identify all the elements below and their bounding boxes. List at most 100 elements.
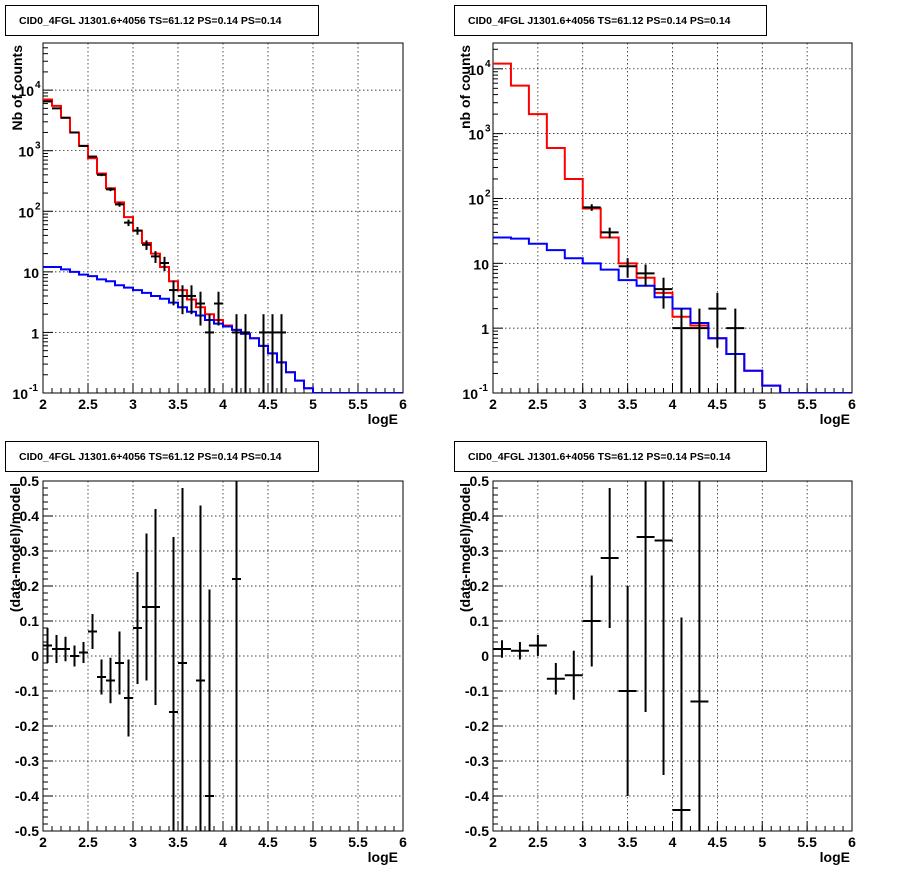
data-point (169, 537, 178, 831)
data-point (672, 617, 691, 831)
series-layer (493, 481, 709, 831)
data-point (618, 586, 637, 796)
data-point (600, 227, 619, 239)
data-point (61, 636, 70, 662)
data-point (187, 285, 196, 315)
x-tick-label: 3.5 (618, 396, 638, 412)
data-point (52, 635, 61, 663)
data-point (79, 642, 88, 663)
data-point (79, 144, 88, 147)
data-point (124, 219, 133, 227)
data-point (88, 614, 97, 649)
data-point (169, 280, 178, 306)
data-point (43, 628, 52, 663)
y-tick-label: 0.3 (20, 543, 40, 559)
y-tick-label: 0.3 (470, 543, 490, 559)
y-tick-exponent: 4 (35, 80, 41, 91)
data-point (133, 227, 142, 235)
data-point (672, 308, 691, 393)
y-tick-exponent: 2 (35, 201, 41, 212)
x-tick-label: 3 (129, 834, 137, 850)
data-point (277, 314, 286, 393)
plot-frame (42, 42, 404, 394)
x-axis-label: logE (820, 849, 850, 865)
y-tick-label: 10 (12, 386, 28, 402)
x-tick-label: 5.5 (797, 396, 817, 412)
data-point (106, 657, 115, 704)
data-point (582, 575, 601, 667)
y-axis-label: (data-model)/model (7, 483, 23, 612)
x-tick-label: 5 (309, 834, 317, 850)
x-tick-label: 2.5 (78, 396, 98, 412)
x-tick-label: 3 (579, 396, 587, 412)
data-point (493, 640, 511, 658)
x-axis-label: logE (820, 411, 850, 427)
y-axis-label: Nb of counts (9, 45, 25, 131)
data-point (582, 204, 601, 211)
data-point (61, 116, 70, 119)
x-tick-label: 2 (39, 834, 47, 850)
data-point (70, 645, 79, 667)
y-tick-exponent: -1 (29, 383, 38, 394)
data-point (726, 308, 745, 393)
data-point (160, 256, 169, 272)
data-point (115, 202, 124, 207)
y-tick-label: 0.2 (470, 578, 490, 594)
y-tick-label: 0 (481, 648, 489, 664)
title-box (454, 5, 767, 36)
y-tick-label: -0.3 (15, 753, 39, 769)
x-tick-label: 2 (39, 396, 47, 412)
data-point (564, 650, 583, 700)
y-tick-label: 10 (23, 265, 39, 281)
data-point (232, 481, 241, 831)
series-layer (493, 62, 852, 393)
data-point (124, 659, 133, 737)
data-point (43, 100, 52, 103)
data-point (214, 291, 223, 326)
data-point (97, 659, 106, 695)
data-point (151, 251, 160, 264)
series-layer (43, 481, 241, 831)
data-point (205, 314, 214, 393)
y-tick-label: 0.5 (20, 473, 40, 489)
data-point (88, 155, 97, 158)
y-tick-label: 10 (462, 386, 478, 402)
y-tick-label: 1 (31, 325, 39, 341)
y-tick-label: 0.1 (470, 613, 490, 629)
x-axis-label: logE (368, 849, 398, 865)
model-background-line (493, 236, 852, 393)
x-tick-label: 2 (489, 834, 497, 850)
chart-panel-3: CID0_4FGL J1301.6+4056 TS=61.12 PS=0.14 … (5, 441, 407, 865)
y-tick-label: -0.1 (15, 683, 39, 699)
data-point (205, 589, 214, 831)
x-tick-label: 6 (399, 396, 407, 412)
data-point (196, 291, 205, 326)
data-point (115, 631, 124, 695)
y-tick-label: 0 (31, 648, 39, 664)
y-tick-label: -0.1 (465, 683, 489, 699)
chart-title: CID0_4FGL J1301.6+4056 TS=61.12 PS=0.14 … (468, 451, 731, 463)
data-point (618, 258, 637, 278)
x-tick-label: 4 (219, 396, 227, 412)
x-tick-label: 6 (399, 834, 407, 850)
title-box (5, 441, 319, 472)
data-point (142, 533, 151, 681)
y-tick-exponent: 3 (35, 141, 41, 152)
x-tick-label: 6 (848, 396, 856, 412)
data-point (196, 505, 205, 831)
data-point (97, 173, 106, 177)
data-point (232, 314, 241, 393)
x-tick-label: 4.5 (258, 834, 278, 850)
chart-panel-2: CID0_4FGL J1301.6+4056 TS=61.12 PS=0.14 … (454, 5, 856, 427)
y-tick-label: 10 (468, 191, 484, 207)
y-tick-exponent: -1 (479, 383, 488, 394)
chart-panel-4: CID0_4FGL J1301.6+4056 TS=61.12 PS=0.14 … (454, 441, 856, 865)
chart-title: CID0_4FGL J1301.6+4056 TS=61.12 PS=0.14 … (468, 15, 731, 27)
plot-frame (492, 480, 853, 832)
x-tick-label: 5.5 (348, 834, 368, 850)
y-tick-label: 10 (18, 144, 34, 160)
y-tick-label: 0.4 (20, 508, 40, 524)
x-axis-label: logE (368, 411, 398, 427)
x-tick-label: 3 (579, 834, 587, 850)
